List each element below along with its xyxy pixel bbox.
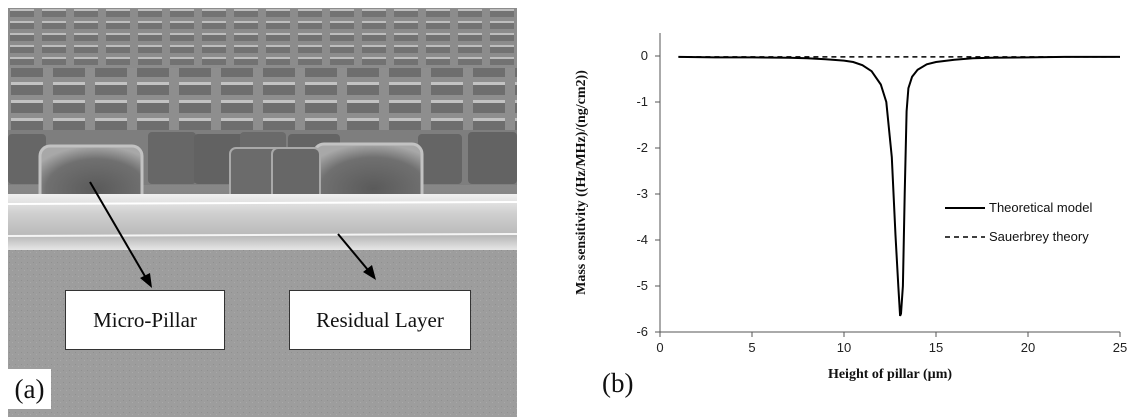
x-tick-label: 0 [656,340,663,355]
x-tick-label: 25 [1113,340,1127,355]
y-tick-label: -6 [636,324,648,339]
y-tick-label: -4 [636,232,648,247]
x-tick-label: 10 [837,340,851,355]
x-axis-title: Height of pillar (µm) [828,367,952,382]
pillar-row-front [38,142,424,210]
x-tick-label: 15 [929,340,943,355]
y-tick-label: -3 [636,186,648,201]
y-tick-label: -1 [636,94,648,109]
y-axis-title: Mass sensitivity ((Hz/MHz)/(ng/cm2)) [574,70,589,295]
y-tick-label: 0 [641,48,648,63]
arrow-residual-layer [337,233,376,280]
y-tick-label: -5 [636,278,648,293]
panel-a-label: (a) [8,369,51,409]
sem-image-panel: Micro-Pillar Residual Layer (a) [8,8,517,417]
legend-label: Theoretical model [989,200,1092,215]
residual-layer-callout: Residual Layer [289,290,471,350]
arrow-micro-pillar [89,181,152,288]
legend: Theoretical model Sauerbrey theory [945,200,1092,244]
x-tick-label: 20 [1021,340,1035,355]
panel-b-label: (b) [602,368,634,398]
y-tick-label: -2 [636,140,648,155]
chart-panel: 0 5 10 15 20 25 0 -1 -2 -3 -4 -5 -6 Theoretical mode… [560,0,1133,417]
theoretical-model-line [678,55,1120,317]
x-tick-label: 5 [748,340,755,355]
sem-micrograph [8,8,517,417]
mass-sensitivity-chart: 0 5 10 15 20 25 0 -1 -2 -3 -4 -5 -6 Theoretical mode… [574,33,1127,382]
series [678,55,1120,317]
axes: 0 5 10 15 20 25 0 -1 -2 -3 -4 -5 -6 [636,33,1127,355]
legend-label: Sauerbrey theory [989,229,1089,244]
micro-pillar-callout: Micro-Pillar [65,290,225,350]
